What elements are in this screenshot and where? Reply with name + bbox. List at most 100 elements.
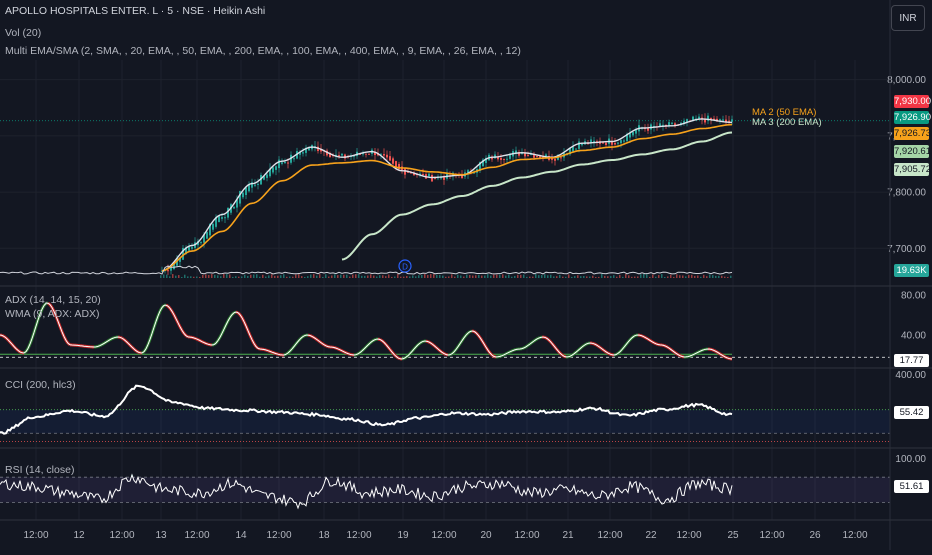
volume-bar <box>694 276 696 278</box>
price-tag-high: 7,930.00 <box>894 95 929 108</box>
candle-body <box>389 156 391 161</box>
volume-bar <box>532 277 534 278</box>
wma-legend[interactable]: WMA (9, ADX: ADX) <box>5 308 100 321</box>
candle-body <box>191 247 193 249</box>
adx-pane[interactable] <box>0 303 890 359</box>
volume-bar <box>226 274 228 278</box>
candle-body <box>617 143 619 144</box>
volume-bar <box>574 276 576 278</box>
volume-bar <box>301 276 303 278</box>
volume-bar <box>649 277 651 278</box>
volume-bar <box>187 276 189 278</box>
candle-body <box>242 193 244 197</box>
candle-body <box>266 175 268 178</box>
currency-button[interactable]: INR <box>891 5 925 31</box>
volume-bar <box>718 276 720 278</box>
volume-bar <box>481 276 483 278</box>
volume-bar <box>550 275 552 278</box>
cci-pane[interactable] <box>0 386 890 442</box>
volume-bar <box>643 274 645 278</box>
volume-bar <box>547 275 549 278</box>
volume-bar <box>163 274 165 278</box>
volume-bar <box>394 277 396 278</box>
volume-bar <box>388 274 390 278</box>
candle-body <box>386 155 388 158</box>
volume-bar <box>259 277 261 278</box>
volume-bar <box>196 277 198 278</box>
candle-body <box>392 158 394 163</box>
volume-bar <box>271 274 273 278</box>
volume-bar <box>505 276 507 278</box>
candle-body <box>602 143 604 144</box>
volume-bar <box>484 276 486 278</box>
ema-legend[interactable]: Multi EMA/SMA (2, SMA, , 20, EMA, , 50, … <box>5 45 521 58</box>
x-tick-label: 20 <box>480 530 492 541</box>
x-tick-label: 12:00 <box>346 530 371 541</box>
cci-legend[interactable]: CCI (200, hlc3) <box>5 379 76 392</box>
price-tag-last: 7,926.90 <box>894 111 929 124</box>
volume-bar <box>517 275 519 278</box>
volume-bar <box>433 274 435 278</box>
volume-bar <box>250 275 252 278</box>
volume-bar <box>520 275 522 278</box>
volume-bar <box>592 276 594 278</box>
rsi-legend[interactable]: RSI (14, close) <box>5 464 74 477</box>
volume-bar <box>367 275 369 278</box>
volume-bar <box>244 275 246 278</box>
volume-bar <box>385 276 387 278</box>
volume-bar <box>661 274 663 278</box>
volume-bar <box>607 276 609 278</box>
volume-bar <box>466 275 468 278</box>
volume-legend[interactable]: Vol (20) <box>5 27 41 40</box>
volume-bar <box>256 274 258 278</box>
volume-bar <box>169 276 171 278</box>
ema50-line <box>162 125 732 271</box>
volume-bar <box>496 275 498 278</box>
volume-bar <box>556 276 558 278</box>
volume-bar <box>217 275 219 278</box>
candle-body <box>554 159 556 161</box>
x-tick-label: 18 <box>318 530 330 541</box>
volume-bar <box>349 277 351 278</box>
volume-bar <box>307 276 309 278</box>
volume-bar <box>568 274 570 278</box>
rsi-pane[interactable] <box>0 475 890 508</box>
candle-body <box>302 152 304 153</box>
volume-bar <box>406 276 408 278</box>
volume-bar <box>511 277 513 278</box>
volume-bar <box>208 275 210 278</box>
volume-bar <box>493 275 495 278</box>
volume-bar <box>280 275 282 278</box>
volume-bar <box>634 277 636 278</box>
candle-body <box>368 154 370 155</box>
price-pane[interactable]: D <box>0 113 890 278</box>
volume-bar <box>316 276 318 278</box>
candle-body <box>383 154 385 155</box>
x-tick-label: 13 <box>155 530 167 541</box>
volume-bar <box>331 275 333 278</box>
volume-bar <box>241 276 243 278</box>
volume-bar <box>409 276 411 278</box>
rsi-value-tag: 51.61 <box>894 480 929 493</box>
volume-bar <box>283 274 285 278</box>
volume-bar <box>454 277 456 278</box>
volume-bar <box>322 277 324 278</box>
price-tick-label: 8,000.00 <box>887 75 926 86</box>
adx-legend[interactable]: ADX (14, 14, 15, 20) <box>5 294 101 307</box>
candle-body <box>506 159 508 160</box>
volume-bar <box>199 277 201 278</box>
candle-body <box>500 158 502 160</box>
volume-bar <box>709 274 711 278</box>
candle-body <box>287 163 289 164</box>
volume-bar <box>379 275 381 278</box>
volume-bar <box>352 275 354 278</box>
volume-bar <box>712 275 714 278</box>
volume-bar <box>430 274 432 278</box>
volume-bar <box>460 276 462 278</box>
cci-value-tag: 55.42 <box>894 406 929 419</box>
volume-tag: 19.63K <box>894 264 929 277</box>
volume-bar <box>499 275 501 278</box>
